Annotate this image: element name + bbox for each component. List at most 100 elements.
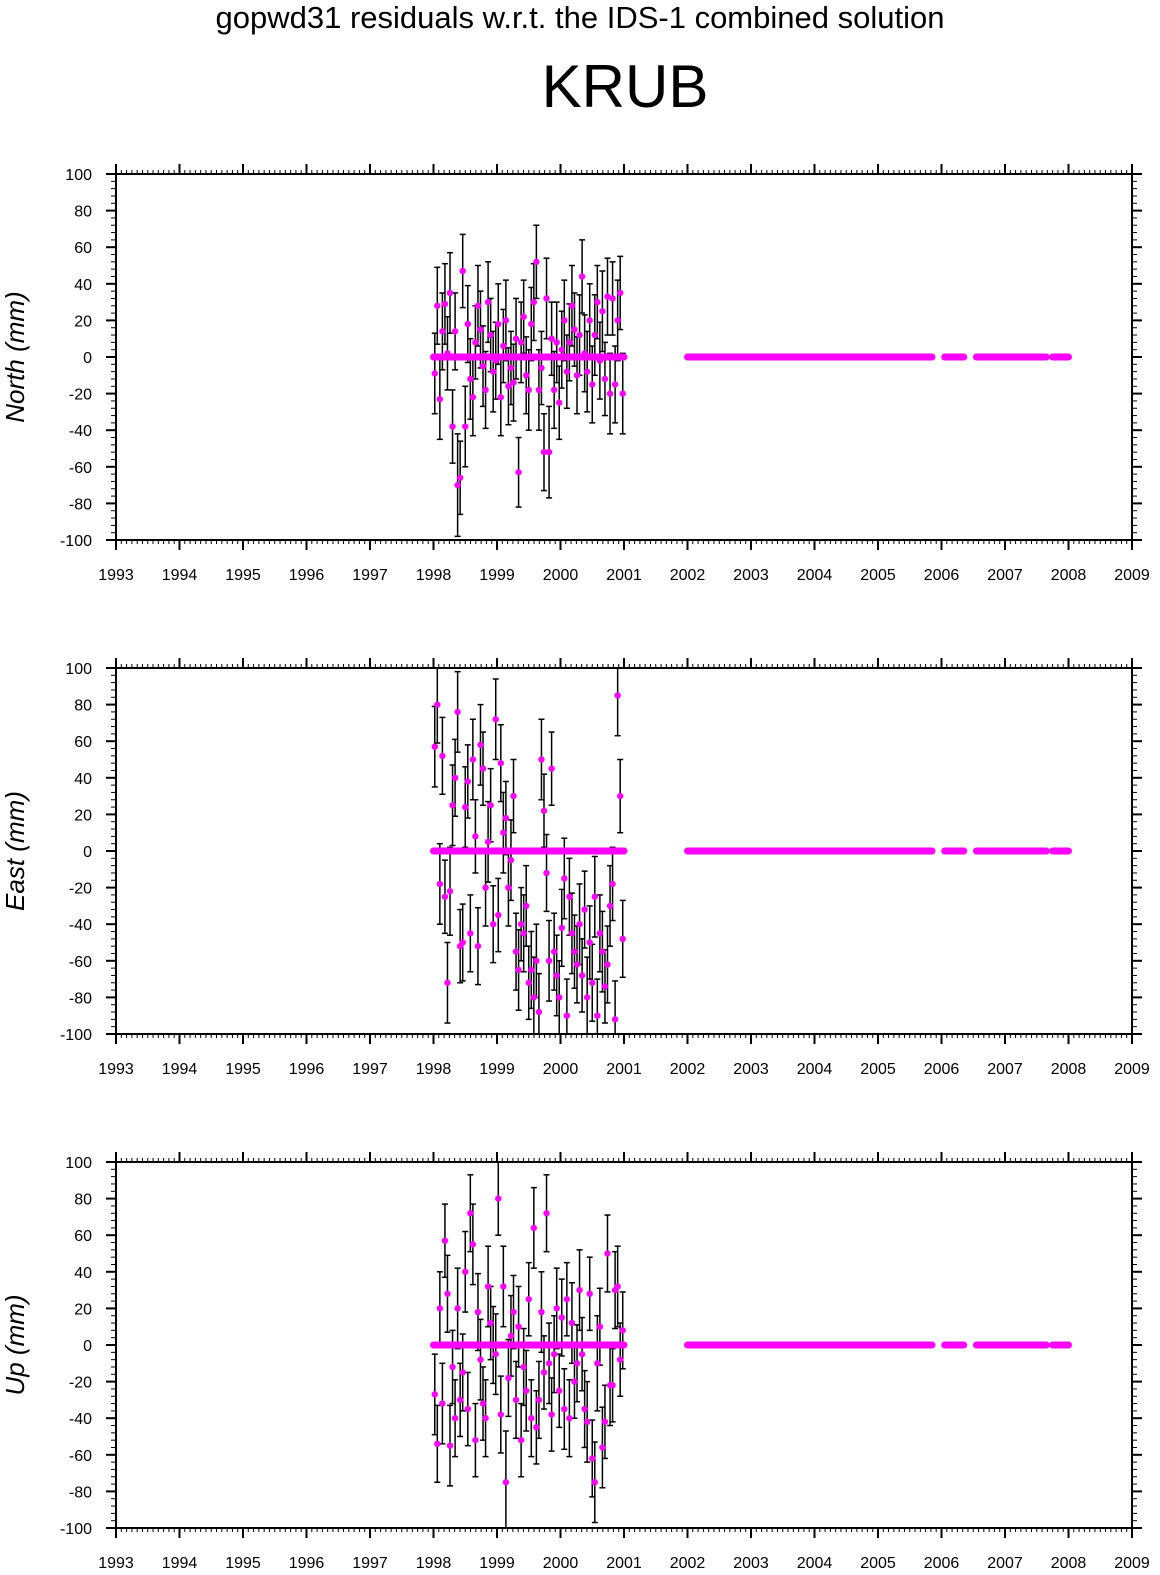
data-point	[553, 972, 560, 979]
data-point	[586, 317, 593, 324]
data-point	[540, 448, 548, 456]
data-point	[472, 1436, 479, 1444]
x-tick-label: 1995	[225, 1555, 261, 1572]
data-point	[462, 423, 469, 430]
data-point	[596, 930, 604, 937]
data-point	[568, 1319, 576, 1327]
data-point	[591, 893, 598, 900]
data-point	[495, 320, 502, 328]
data-point	[594, 1012, 601, 1019]
y-tick-label: 0	[83, 844, 92, 861]
data-point	[596, 357, 604, 364]
data-point	[449, 423, 456, 430]
data-point	[467, 375, 474, 383]
data-point	[589, 979, 596, 986]
data-point	[434, 302, 441, 309]
data-point	[573, 961, 581, 968]
x-tick-label: 2005	[860, 1061, 896, 1078]
data-point	[533, 1424, 540, 1431]
data-point	[472, 339, 479, 346]
data-point	[545, 1360, 553, 1367]
data-point	[535, 1008, 543, 1016]
y-tick-label: -60	[69, 954, 92, 971]
data-point	[449, 802, 456, 809]
data-point	[444, 979, 451, 986]
y-tick-label: 40	[74, 771, 92, 788]
data-point	[619, 390, 626, 397]
data-point	[563, 1296, 571, 1303]
data-point	[497, 759, 505, 767]
x-tick-label: 2005	[860, 1555, 896, 1572]
x-tick-label: 1994	[162, 1061, 198, 1078]
data-point	[525, 1296, 532, 1303]
data-point	[459, 1369, 466, 1376]
data-point	[523, 372, 530, 379]
data-point	[599, 308, 606, 315]
data-point	[469, 394, 477, 401]
y-tick-label: 100	[65, 1155, 92, 1172]
data-point	[500, 342, 507, 350]
data-point	[581, 350, 588, 357]
x-tick-label: 2008	[1051, 1555, 1087, 1572]
x-tick-label: 1999	[479, 1555, 515, 1572]
x-tick-label: 2002	[670, 1555, 706, 1572]
data-point	[520, 930, 527, 937]
y-tick-label: 80	[74, 1192, 92, 1209]
x-tick-label: 1998	[416, 567, 452, 584]
panel-1: 1993 1994 1995 1996 1997 1998 1999 2000 2001 2002…	[0, 658, 1150, 1078]
x-tick-label: 1993	[98, 1061, 134, 1078]
data-point	[517, 921, 525, 928]
data-point	[484, 838, 492, 846]
data-point	[573, 1360, 581, 1367]
data-point	[558, 346, 565, 353]
data-point	[467, 930, 474, 937]
data-point	[576, 921, 583, 928]
data-point	[451, 774, 459, 781]
data-point	[436, 880, 444, 888]
data-point	[606, 390, 614, 397]
data-point	[568, 302, 576, 309]
x-tick-label: 2004	[797, 1061, 833, 1078]
x-tick-label: 1999	[479, 567, 515, 584]
x-tick-label: 2001	[606, 1555, 642, 1572]
data-point	[604, 1250, 611, 1257]
data-point	[540, 1369, 548, 1376]
data-point	[436, 395, 444, 403]
data-point	[512, 948, 520, 955]
data-point	[535, 1396, 543, 1404]
x-tick-label: 2002	[670, 1061, 706, 1078]
y-tick-label: 40	[74, 277, 92, 294]
data-point	[601, 983, 609, 990]
data-point	[528, 320, 535, 328]
y-tick-label: 80	[74, 204, 92, 221]
data-point	[578, 273, 586, 280]
data-point	[576, 1286, 583, 1294]
data-point	[446, 1442, 454, 1449]
x-tick-label: 1994	[162, 567, 198, 584]
data-point	[477, 741, 484, 749]
x-tick-label: 2006	[924, 1061, 960, 1078]
data-point	[459, 939, 466, 946]
x-tick-label: 2009	[1114, 1061, 1150, 1078]
panel-0: 1993 1994 1995 1996 1997 1998 1999 2000 2001 2002…	[0, 164, 1150, 584]
y-tick-label: 60	[74, 240, 92, 257]
data-point	[510, 379, 517, 386]
data-point	[528, 1415, 535, 1422]
y-tick-label: -80	[69, 990, 92, 1007]
data-point	[604, 293, 611, 300]
data-point	[464, 1405, 471, 1413]
x-tick-label: 1995	[225, 567, 261, 584]
data-point	[479, 362, 487, 370]
data-point	[571, 1378, 578, 1385]
data-point	[571, 326, 578, 333]
data-point	[520, 1363, 527, 1371]
data-point	[505, 383, 512, 390]
data-point	[578, 1350, 586, 1358]
data-point	[533, 957, 540, 964]
data-point	[550, 1350, 558, 1358]
station-name: KRUB	[541, 53, 709, 120]
data-point	[434, 701, 441, 708]
x-tick-label: 2000	[543, 567, 579, 584]
x-tick-label: 1994	[162, 1555, 198, 1572]
